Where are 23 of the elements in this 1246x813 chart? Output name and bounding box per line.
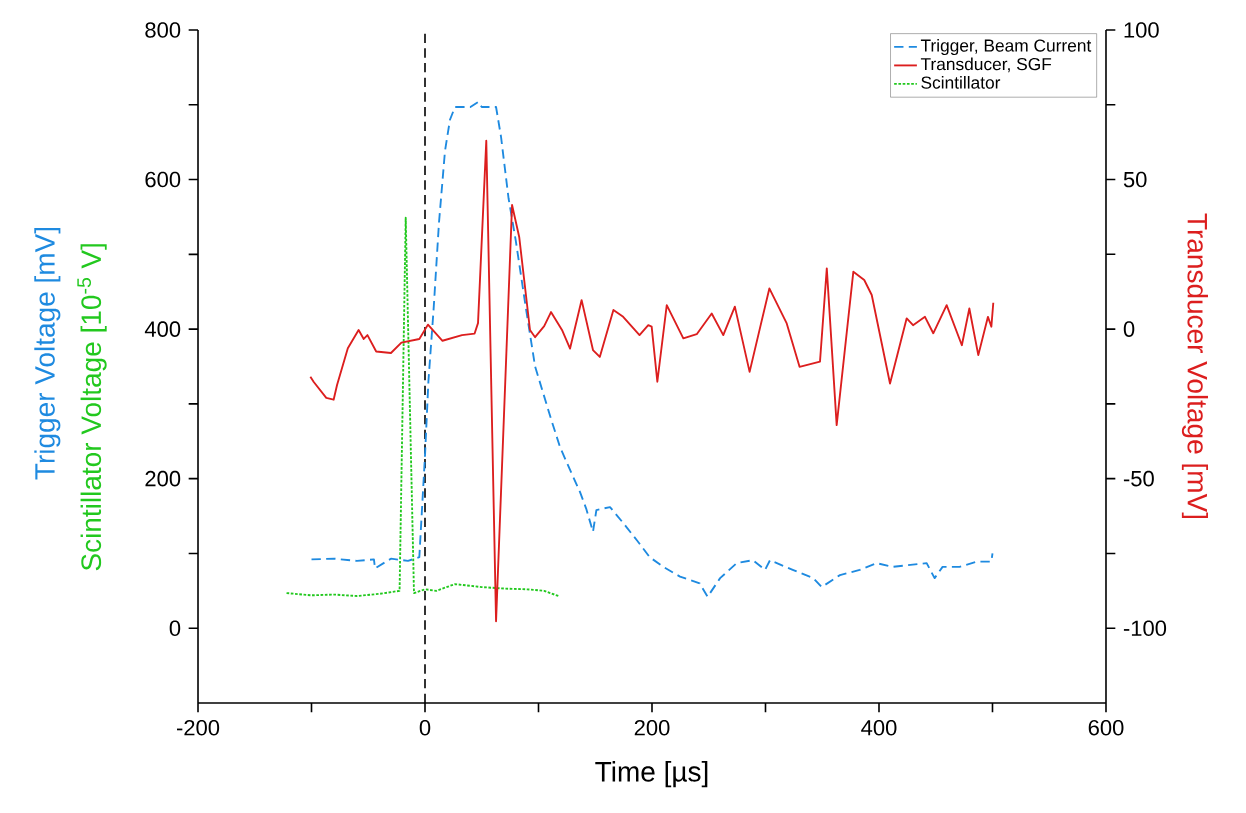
y-axis-title: Trigger Voltage [mV]	[34, 227, 61, 480]
y-tick-label: 400	[144, 321, 181, 337]
legend-label: Scintillator	[921, 76, 1001, 89]
y-tick-label: 0	[169, 620, 181, 636]
y2-tick-label: 50	[1123, 171, 1147, 188]
y-tick-label: 600	[145, 171, 181, 188]
x-tick-label: 200	[634, 719, 670, 736]
x-axis-title: Time [µs]	[595, 761, 708, 788]
y2-tick-label: 0	[1123, 321, 1135, 337]
legend-label: Transducer, SGF	[920, 57, 1052, 73]
x-tick-label: 0	[419, 719, 431, 736]
x-tick-label: 400	[861, 719, 897, 736]
y-tick-label: 200	[145, 470, 181, 487]
y2-tick-label: -50	[1123, 470, 1154, 487]
y2-tick-label: 100	[1124, 22, 1159, 38]
legend-label: Trigger, Beam Current	[920, 38, 1092, 56]
x-tick-label: -200	[176, 719, 220, 736]
y2-tick-label: -100	[1123, 620, 1167, 636]
text: Scintillator Voltage [10$^{-5}$ V]	[77, 244, 107, 571]
y2-axis-title: Transducer Voltage [mV]	[1181, 213, 1208, 519]
y-tick-label: 800	[145, 22, 181, 38]
x-tick-label: 600	[1088, 719, 1124, 736]
line-series	[285, 216, 560, 597]
